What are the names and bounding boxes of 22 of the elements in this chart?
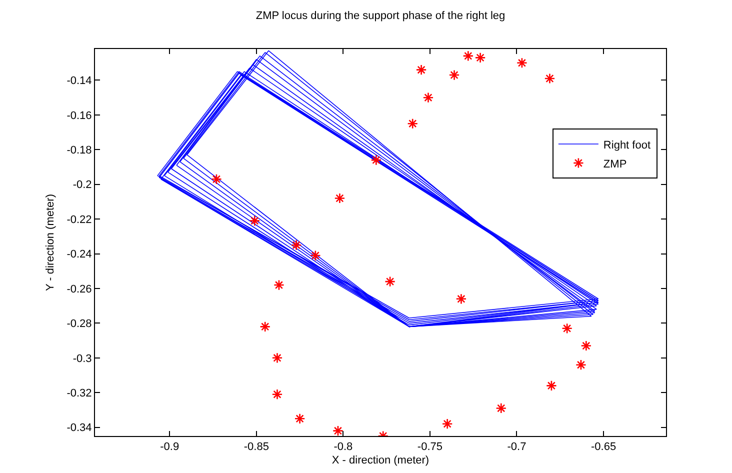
legend-label: ZMP [603,158,627,170]
y-tick-label: -0.28 [66,318,92,330]
y-tick-label: -0.3 [72,352,92,365]
legend-label: Right foot [603,139,651,152]
x-tick-label: -0.9 [160,441,180,454]
x-tick-label: -0.8 [334,441,353,454]
y-tick-label: -0.14 [66,75,92,88]
y-tick-label: -0.16 [66,110,92,122]
chart-title: ZMP locus during the support phase of the right leg [256,10,506,22]
y-tick-label: -0.24 [66,248,92,261]
x-tick-label: -0.85 [244,441,269,454]
y-tick-label: -0.2 [72,179,92,192]
y-axis-title: Y - direction (meter) [44,194,56,291]
x-tick-label: -0.7 [507,441,526,454]
x-tick-label: -0.65 [590,441,616,454]
y-tick-label: -0.32 [66,387,92,400]
y-tick-label: -0.22 [66,214,92,226]
y-tick-label: -0.26 [66,283,92,296]
y-tick-label: -0.34 [66,422,92,434]
y-tick-label: -0.18 [66,144,92,156]
x-tick-label: -0.75 [417,441,442,454]
x-axis-title: X - direction (meter) [332,454,430,466]
